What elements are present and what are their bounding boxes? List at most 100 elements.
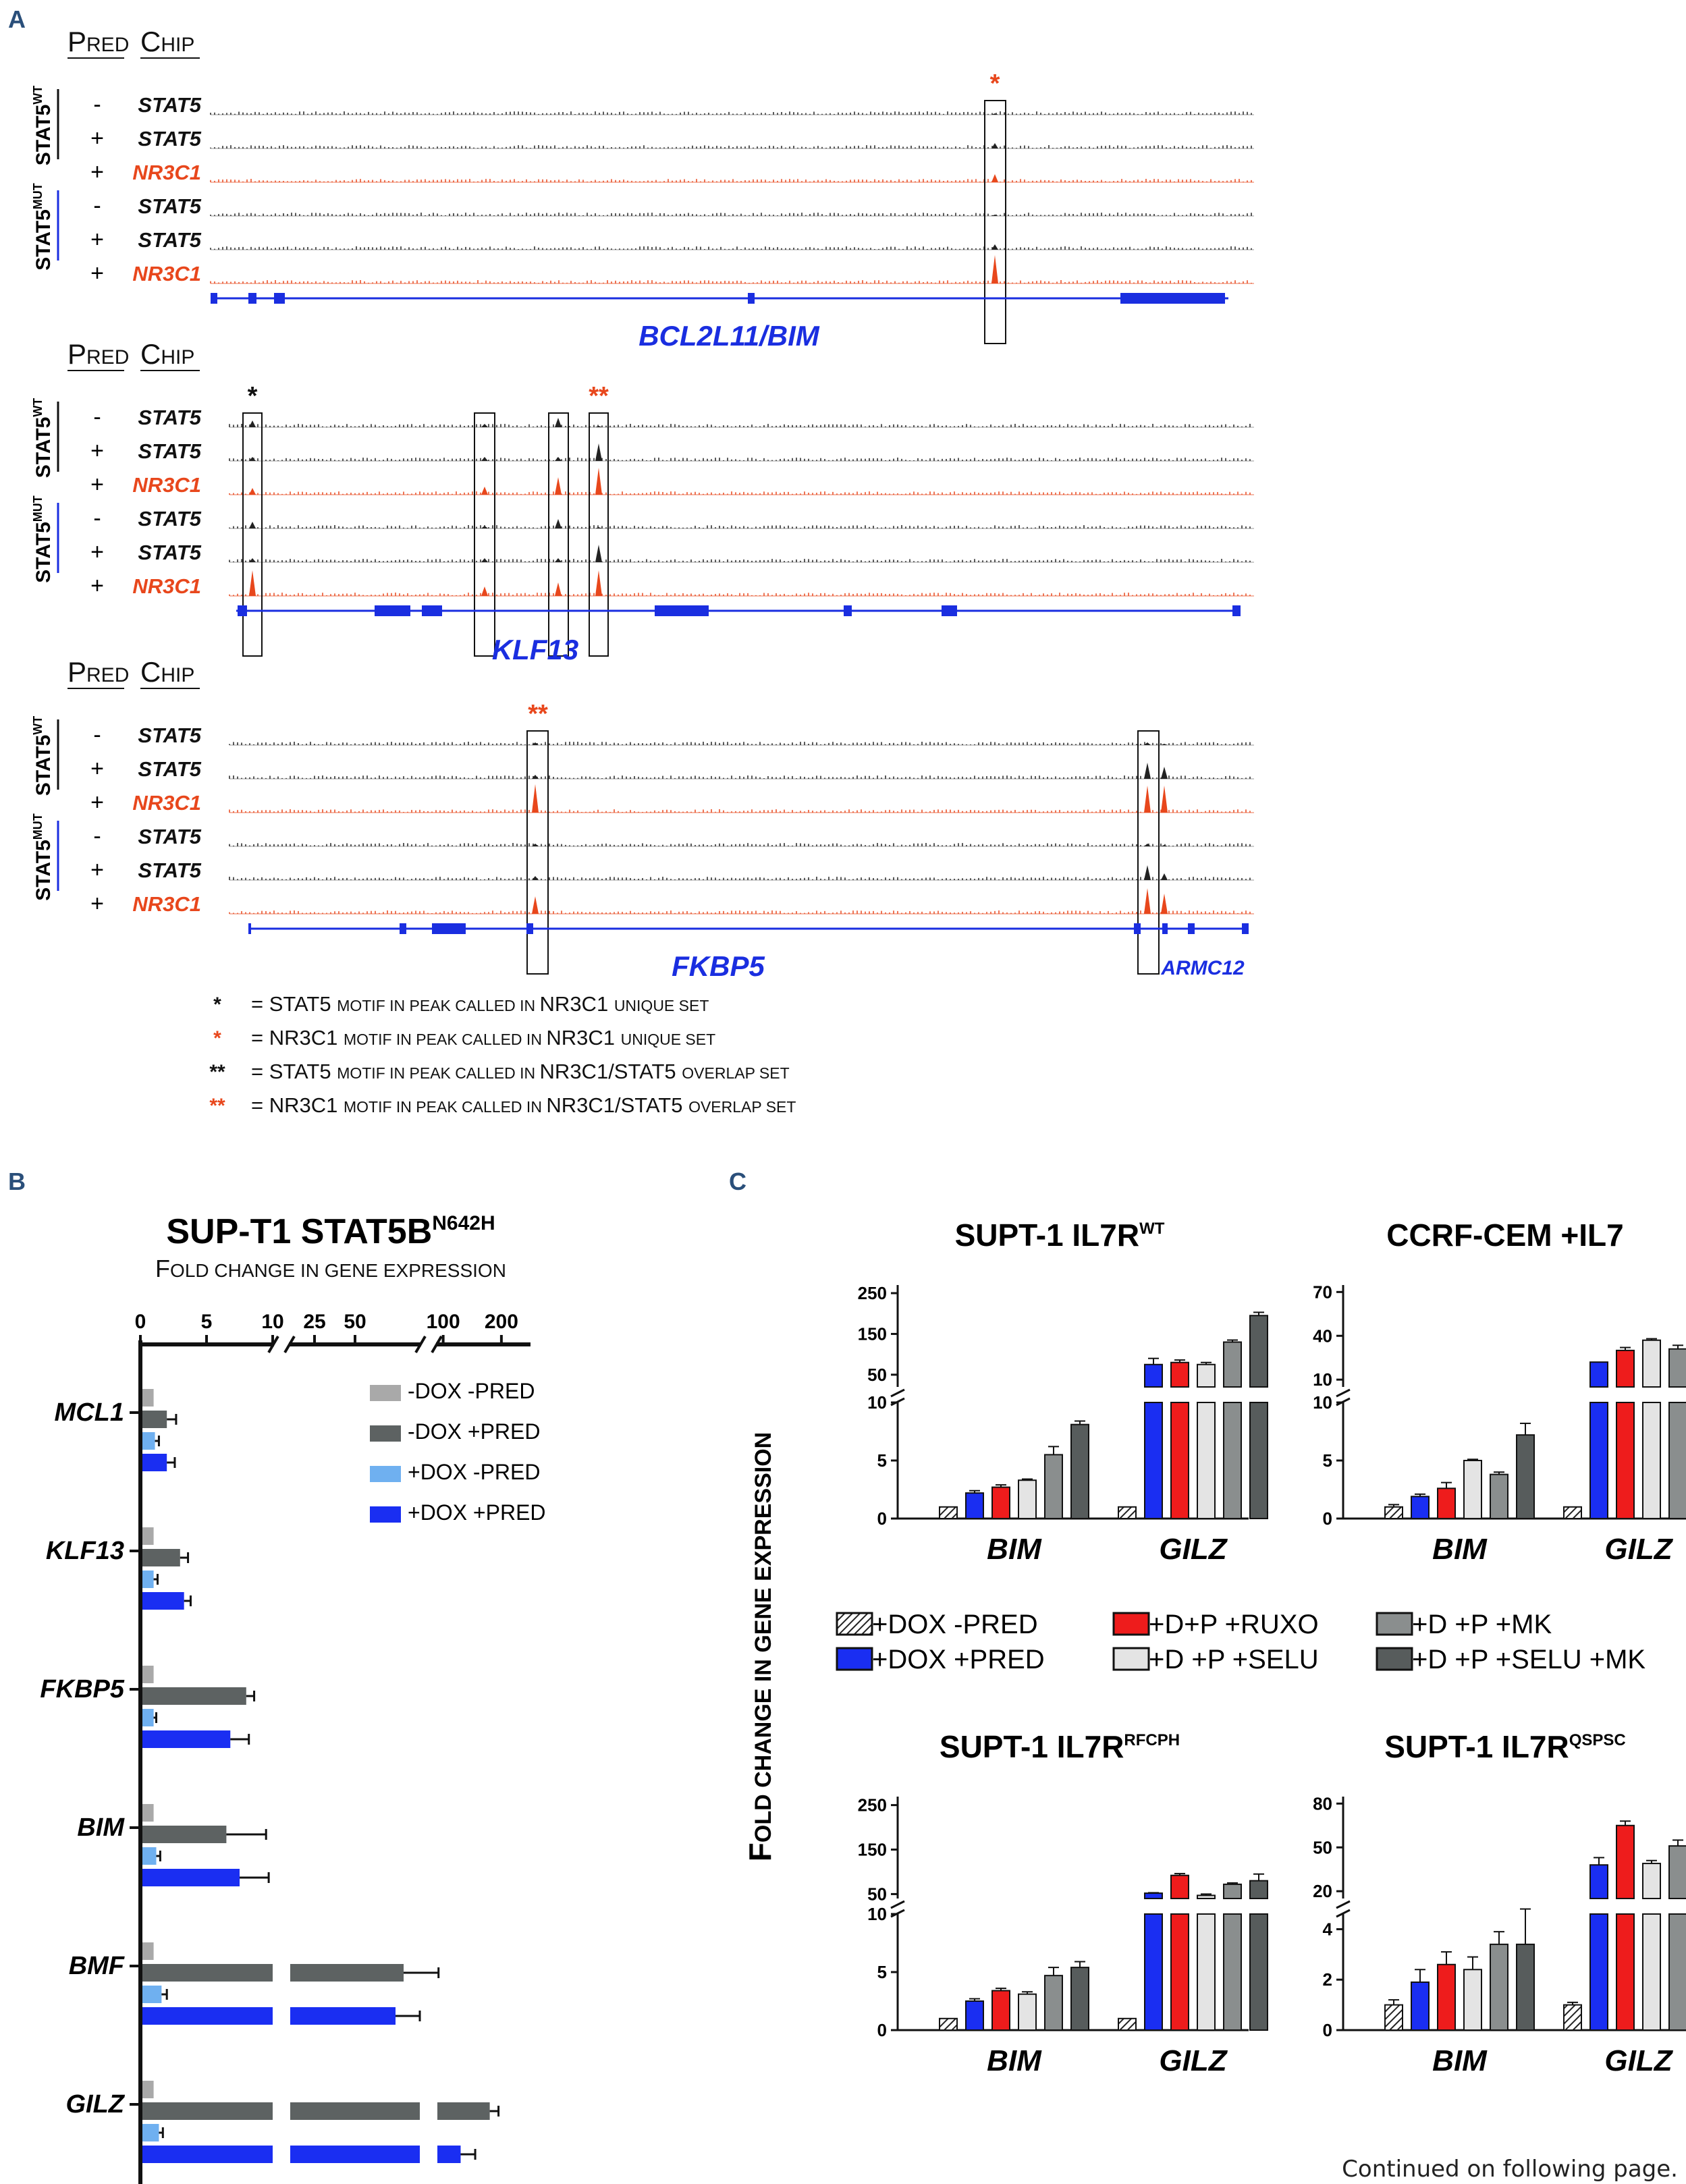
bar-group <box>1589 1857 1608 2031</box>
bar-group <box>142 1571 159 1588</box>
bar <box>1170 1913 1189 2031</box>
legend-swatch <box>1112 1647 1150 1671</box>
legend-swatch <box>1112 1612 1150 1636</box>
bar-group <box>1490 1931 1508 2031</box>
group-label-mut: STAT5MUT <box>31 813 55 901</box>
pred-value: + <box>90 227 104 252</box>
pred-header: PRED <box>67 26 129 57</box>
bar-group <box>142 1389 154 1407</box>
shared-y-axis-label: FOLD CHANGE IN GENE EXPRESSION <box>742 1432 778 1861</box>
track-block-fkbp5: PRED CHIP STAT5WT STAT5MUT - STAT5 + STAT5 + NR3C… <box>31 656 1254 982</box>
x-tick-label: 25 <box>303 1311 325 1333</box>
bar-group <box>1411 1969 1430 2031</box>
bar <box>142 1869 240 1886</box>
bar <box>142 1592 184 1610</box>
bar-group <box>1384 1999 1403 2031</box>
track-peak <box>991 244 998 250</box>
track-noise <box>229 775 1251 779</box>
gene-exon <box>1151 293 1225 304</box>
track-peak <box>1144 763 1151 779</box>
bar-group <box>991 1484 1010 1519</box>
panel-b-expression-chart: SUP-T1 STAT5BN642H FOLD CHANGE IN GENE EX… <box>40 1212 546 2184</box>
bar-group <box>1249 1311 1268 1519</box>
bar-upper <box>1223 1883 1242 1899</box>
bar-upper <box>1668 1845 1686 1899</box>
track-noise <box>210 145 1252 148</box>
gene-exon <box>238 605 247 616</box>
chip-value: STAT5 <box>138 858 201 882</box>
x-category-label: GILZ <box>1604 2044 1673 2077</box>
bar-group <box>991 1988 1010 2031</box>
bar-group <box>142 1549 190 1566</box>
panel-c-legend-item: +DOX -PRED <box>836 1610 1038 1639</box>
track-peak <box>249 558 256 562</box>
bar <box>1070 1967 1089 2031</box>
track-peak <box>555 582 562 596</box>
bar-group <box>142 1847 161 1865</box>
bar-group <box>142 1411 178 1428</box>
bar <box>1411 1496 1430 1520</box>
bar <box>1044 1975 1063 2031</box>
track-peak <box>249 457 256 461</box>
track-peak <box>532 775 539 779</box>
legend-swatch <box>1376 1647 1413 1671</box>
bar-group <box>142 2102 500 2120</box>
bar <box>142 1389 154 1407</box>
bar-upper <box>1589 1864 1608 1899</box>
track-peak <box>1144 865 1151 880</box>
y-tick-label: 40 <box>1313 1326 1332 1346</box>
legend-swatch <box>836 1612 873 1636</box>
chip-value: STAT5 <box>138 127 201 151</box>
gene-exon <box>432 923 466 934</box>
y-tick-label: 5 <box>877 1962 887 1982</box>
legend-text: = STAT5 MOTIF IN PEAK CALLED IN NR3C1 UN… <box>251 992 709 1016</box>
bar <box>290 2146 420 2163</box>
gene-label-extra: ARMC12 <box>1160 957 1245 979</box>
panel-c-legend-item: +D+P +RUXO <box>1112 1610 1319 1639</box>
track-peak <box>481 586 488 596</box>
bar <box>1589 1402 1608 1519</box>
motif-legend-item: * = STAT5 MOTIF IN PEAK CALLED IN NR3C1 U… <box>213 992 709 1016</box>
bar-group <box>1668 1839 1686 2031</box>
pred-value: + <box>90 790 104 815</box>
peak-highlight-box <box>984 100 1006 344</box>
legend-label: +DOX -PRED <box>408 1460 540 1484</box>
track-peak <box>595 426 602 427</box>
track-peak <box>1161 873 1168 880</box>
chip-header: CHIP <box>140 26 194 57</box>
legend-swatch <box>1376 1612 1413 1636</box>
legend-label: +D +P +SELU +MK <box>1412 1645 1646 1674</box>
panel-c-legend-item: +D +P +SELU <box>1112 1645 1319 1674</box>
bar-group <box>142 1527 154 1545</box>
x-tick-label: 200 <box>485 1311 518 1333</box>
bar <box>437 2146 461 2163</box>
bar <box>1197 1402 1216 1519</box>
bar <box>965 1492 984 1520</box>
legend-swatch <box>370 1466 401 1482</box>
pred-value: + <box>90 756 104 782</box>
track-noise <box>229 809 1251 813</box>
y-category-label: MCL1 <box>55 1398 124 1427</box>
pred-value: + <box>90 891 104 917</box>
motif-legend-item: ** = STAT5 MOTIF IN PEAK CALLED IN NR3C1/… <box>209 1060 789 1083</box>
y-tick-label: 0 <box>877 1508 887 1529</box>
x-category-label: GILZ <box>1604 1533 1673 1566</box>
y-tick-label: 150 <box>858 1840 887 1860</box>
y-tick-label: 50 <box>867 1365 887 1385</box>
bar <box>142 1804 154 1822</box>
track-peak <box>481 558 488 562</box>
pred-value: + <box>90 438 104 464</box>
bar-group <box>1144 1892 1163 2031</box>
chip-value: NR3C1 <box>132 892 201 916</box>
axis-break-gap <box>274 1339 289 1350</box>
bar <box>939 1506 958 1519</box>
panel-c-label: C <box>729 1168 746 1195</box>
bar <box>290 1964 404 1982</box>
peak-motif-mark: * <box>248 382 258 410</box>
bar-group <box>1197 1893 1216 2031</box>
x-tick-label: 100 <box>427 1311 460 1333</box>
track-peak <box>1144 844 1151 846</box>
pred-value: - <box>93 722 101 748</box>
bar-upper <box>1249 1880 1268 1900</box>
legend-label: -DOX -PRED <box>408 1379 535 1403</box>
